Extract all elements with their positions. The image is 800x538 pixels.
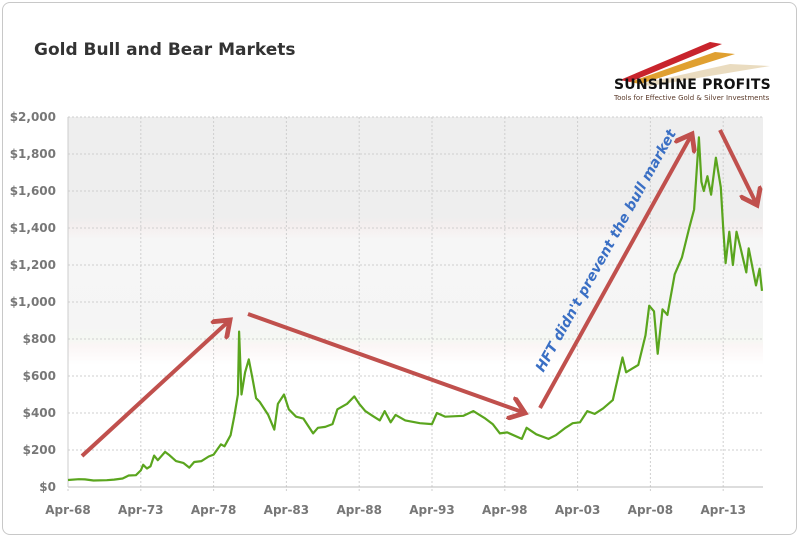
x-tick-label: Apr-88 — [336, 503, 381, 517]
x-tick-label: Apr-08 — [628, 503, 673, 517]
x-tick-label: Apr-78 — [191, 503, 236, 517]
x-tick-label: Apr-68 — [45, 503, 90, 517]
y-tick-label: $800 — [23, 332, 56, 346]
x-tick-label: Apr-03 — [555, 503, 600, 517]
plot-background — [68, 117, 763, 487]
chart-title: Gold Bull and Bear Markets — [34, 40, 296, 60]
gold-price-line — [67, 136, 764, 482]
x-tick-label: Apr-83 — [264, 503, 309, 517]
x-tick-label: Apr-73 — [118, 503, 163, 517]
y-tick-label: $1,600 — [10, 184, 56, 198]
x-tick-label: Apr-13 — [700, 503, 745, 517]
bull-arrow-2000s-icon — [538, 134, 692, 409]
bear-arrow-1980s-icon — [247, 312, 525, 413]
bull-arrow-1970s-icon — [80, 320, 230, 458]
x-tick-label: Apr-93 — [409, 503, 454, 517]
y-tick-label: $1,800 — [10, 147, 56, 161]
y-tick-label: $200 — [23, 443, 56, 457]
y-tick-label: $1,000 — [10, 295, 56, 309]
y-tick-label: $2,000 — [10, 110, 56, 124]
x-tick-label: Apr-98 — [482, 503, 527, 517]
y-tick-label: $1,200 — [10, 258, 56, 272]
y-tick-label: $1,400 — [10, 221, 56, 235]
y-tick-label: $600 — [23, 369, 56, 383]
bear-arrow-2010s-icon — [718, 129, 757, 205]
logo-name: SUNSHINE PROFITS — [614, 77, 771, 93]
sunshine-profits-logo-icon — [620, 42, 770, 86]
y-tick-label: $0 — [39, 480, 56, 494]
y-tick-label: $400 — [23, 406, 56, 420]
logo-tagline: Tools for Effective Gold & Silver Invest… — [614, 94, 770, 102]
